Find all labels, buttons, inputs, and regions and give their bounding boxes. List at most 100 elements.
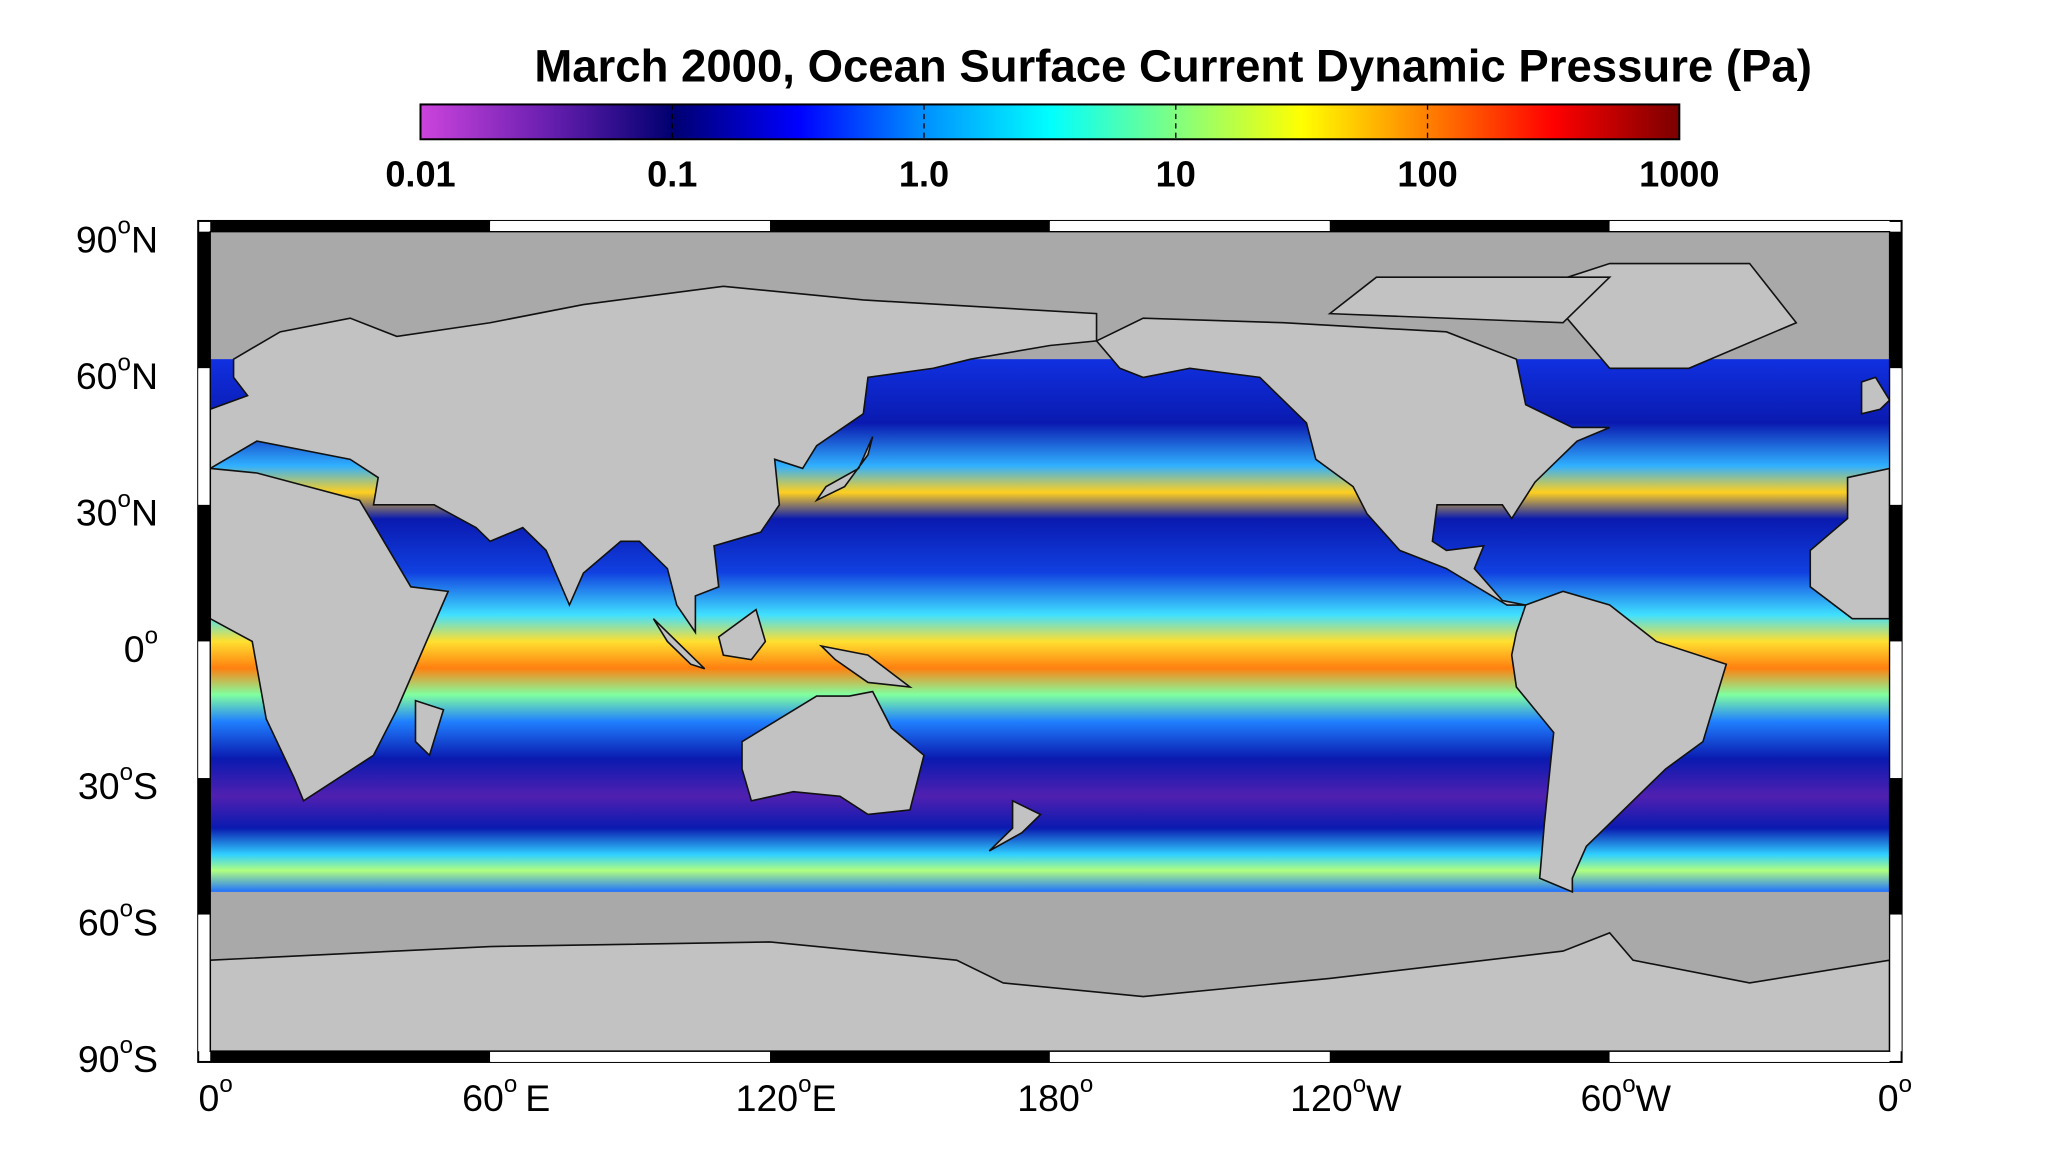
frame-bar xyxy=(1049,220,1330,232)
degree-symbol: o xyxy=(118,350,131,377)
hemisphere: E xyxy=(525,1077,550,1119)
degree-symbol: o xyxy=(1899,1071,1912,1098)
hemisphere: W xyxy=(1366,1077,1402,1119)
hemisphere: W xyxy=(1636,1077,1672,1119)
coordinate-label: 0o xyxy=(198,1071,232,1118)
frame-bar xyxy=(1889,778,1902,915)
frame-bar xyxy=(198,914,211,1052)
continent-australia xyxy=(741,690,925,816)
island-madagascar xyxy=(414,699,445,757)
frame-bar xyxy=(1889,231,1902,369)
degree-symbol: o xyxy=(798,1071,811,1098)
frame-bar xyxy=(210,220,491,232)
colorbar-tick-label: 10 xyxy=(1156,153,1196,194)
title: March 2000, Ocean Surface Current Dynami… xyxy=(534,41,1812,92)
coordinate-label: 60oN xyxy=(76,350,158,397)
degree-value: 60 xyxy=(78,901,120,943)
coordinate-label: 90oN xyxy=(76,213,158,260)
hemisphere: S xyxy=(133,765,158,807)
coordinate-label: 60oW xyxy=(1580,1071,1671,1118)
degree-value: 120 xyxy=(1290,1077,1353,1119)
arctic-islands xyxy=(1327,276,1612,324)
degree-value: 90 xyxy=(76,218,118,260)
frame-bar xyxy=(770,220,1050,232)
degree-symbol: o xyxy=(219,1071,232,1098)
degree-value: 120 xyxy=(736,1077,799,1119)
degree-value: 0 xyxy=(124,628,145,670)
degree-value: 0 xyxy=(1878,1077,1899,1119)
colorbar-tick-label: 0.1 xyxy=(647,153,697,194)
map xyxy=(209,231,1891,1053)
colorbar-tick-label: 100 xyxy=(1397,153,1457,194)
frame-bar xyxy=(1609,220,1890,232)
frame-bar xyxy=(1329,220,1610,232)
degree-value: 30 xyxy=(76,491,118,533)
plot-border xyxy=(209,231,1891,1052)
frame-bar xyxy=(210,1051,491,1062)
island-britain xyxy=(1860,376,1891,415)
coordinate-label: 120oE xyxy=(736,1071,837,1118)
frame-bar xyxy=(198,368,211,505)
frame-bar xyxy=(770,1051,1050,1062)
colorbar: 0.01 0.1 1.0 10 100 1000 xyxy=(385,103,1720,194)
colorbar-scale xyxy=(419,103,1681,141)
degree-value: 180 xyxy=(1017,1077,1080,1119)
hemisphere: N xyxy=(131,491,158,533)
degree-symbol: o xyxy=(120,896,133,923)
colorbar-tick-label: 1.0 xyxy=(899,153,949,194)
frame-bar xyxy=(1609,1051,1890,1062)
continent-north-america xyxy=(1095,317,1610,606)
hemisphere: E xyxy=(812,1077,837,1119)
frame-bar xyxy=(490,1051,771,1062)
degree-symbol: o xyxy=(1353,1071,1366,1098)
continent-eurasia xyxy=(209,285,1098,635)
coordinate-label: 30oS xyxy=(78,759,158,806)
coordinate-label: 0o xyxy=(1878,1071,1912,1118)
frame-bar xyxy=(1889,914,1902,1052)
coordinate-label: 90oS xyxy=(78,1033,158,1080)
frame-bar xyxy=(1889,368,1902,505)
frame-bar xyxy=(1889,641,1902,779)
continent-south-america xyxy=(1510,590,1728,894)
continent-africa-west xyxy=(1809,467,1891,620)
hemisphere: S xyxy=(133,1038,158,1080)
degree-value: 60 xyxy=(76,355,118,397)
degree-symbol: o xyxy=(118,213,131,240)
degree-symbol: o xyxy=(145,623,158,650)
degree-value: 60 xyxy=(1580,1077,1622,1119)
frame-bar xyxy=(1889,504,1902,642)
frame-bar xyxy=(1329,1051,1610,1062)
frame-bar xyxy=(198,231,211,369)
coordinate-label: 60o E xyxy=(462,1071,550,1118)
coordinate-label: 60oS xyxy=(78,896,158,943)
island-new-zealand xyxy=(988,799,1042,852)
frame-bar xyxy=(198,504,211,642)
colorbar-tick-label: 0.01 xyxy=(385,153,455,194)
frame-bar xyxy=(198,641,211,779)
hemisphere: N xyxy=(131,355,158,397)
degree-symbol: o xyxy=(120,1033,133,1060)
island-borneo xyxy=(717,608,767,661)
degree-value: 30 xyxy=(78,765,120,807)
coordinate-label: 0o xyxy=(124,623,158,670)
degree-symbol: o xyxy=(120,759,133,786)
degree-symbol: o xyxy=(504,1071,517,1098)
island-sumatra xyxy=(652,618,706,670)
frame-bar xyxy=(490,220,771,232)
continent-africa xyxy=(209,467,450,803)
degree-value: 60 xyxy=(462,1077,504,1119)
frame-bar xyxy=(1049,1051,1330,1062)
coordinate-label: 30oN xyxy=(76,486,158,533)
degree-symbol: o xyxy=(1080,1071,1093,1098)
hemisphere: N xyxy=(131,218,158,260)
coordinate-label: 180o xyxy=(1017,1071,1093,1118)
degree-symbol: o xyxy=(118,486,131,513)
hemisphere: S xyxy=(133,901,158,943)
degree-value: 90 xyxy=(78,1038,120,1080)
degree-value: 0 xyxy=(198,1077,219,1119)
degree-symbol: o xyxy=(1622,1071,1635,1098)
island-new-guinea xyxy=(818,644,913,689)
colorbar-tick-label: 1000 xyxy=(1639,153,1719,194)
